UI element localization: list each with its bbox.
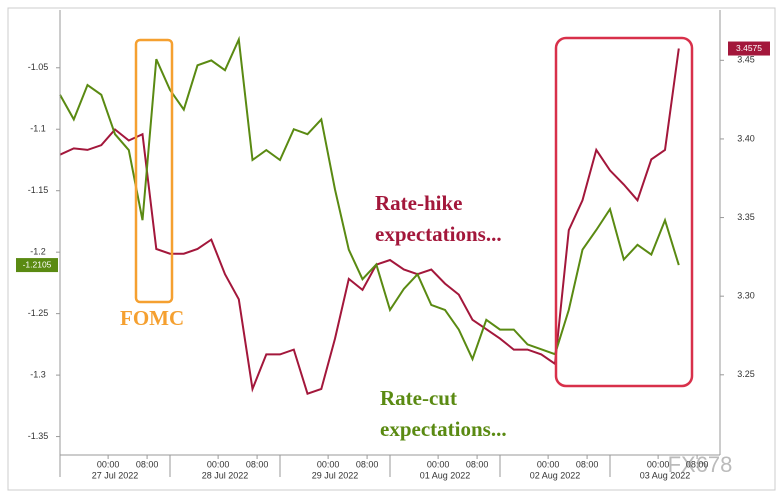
day-label: 29 Jul 2022 <box>312 470 359 480</box>
y-tick-label: -1.3 <box>30 369 46 379</box>
series-line <box>59 48 680 395</box>
y-tick-label: -1.2 <box>30 247 46 257</box>
value-tag-label: -1.2105 <box>23 259 52 269</box>
y-tick-label: -1.15 <box>28 185 49 195</box>
x-tick-label: 00:00 <box>207 459 230 469</box>
y-tick-label: -1.25 <box>28 308 49 318</box>
annotation: FOMC <box>120 306 184 330</box>
annotation: expectations... <box>375 222 502 246</box>
day-label: 28 Jul 2022 <box>202 470 249 480</box>
day-label: 03 Aug 2022 <box>640 470 691 480</box>
day-label: 02 Aug 2022 <box>530 470 581 480</box>
y2-tick-label: 3.30 <box>737 291 755 301</box>
day-label: 27 Jul 2022 <box>92 470 139 480</box>
x-tick-label: 08:00 <box>466 459 489 469</box>
x-tick-label: 08:00 <box>246 459 269 469</box>
value-tag-label: 3.4575 <box>736 43 762 53</box>
x-tick-label: 08:00 <box>136 459 159 469</box>
annotation: expectations... <box>380 417 507 441</box>
day-label: 01 Aug 2022 <box>420 470 471 480</box>
x-tick-label: 08:00 <box>686 459 709 469</box>
x-tick-label: 08:00 <box>576 459 599 469</box>
x-tick-label: 00:00 <box>647 459 670 469</box>
x-tick-label: 08:00 <box>356 459 379 469</box>
frame <box>7 7 776 491</box>
highlight-box <box>554 36 694 388</box>
value-tag <box>728 41 770 56</box>
annotation: Rate-cut <box>380 386 457 410</box>
y2-tick-label: 3.35 <box>737 212 755 222</box>
fomc-box <box>134 38 174 304</box>
y2-tick-label: 3.45 <box>737 55 755 65</box>
y-tick-label: -1.1 <box>30 124 46 134</box>
y-tick-label: -1.05 <box>28 62 49 72</box>
series-line <box>59 35 680 362</box>
x-tick-label: 00:00 <box>427 459 450 469</box>
y-tick-label: -1.35 <box>28 431 49 441</box>
x-tick-label: 00:00 <box>317 459 340 469</box>
y2-tick-label: 3.40 <box>737 133 755 143</box>
x-tick-label: 00:00 <box>537 459 560 469</box>
annotation: Rate-hike <box>375 191 463 215</box>
value-tag <box>16 258 58 273</box>
y2-tick-label: 3.25 <box>737 369 755 379</box>
x-tick-label: 00:00 <box>97 459 120 469</box>
watermark: FX678 <box>668 452 733 477</box>
